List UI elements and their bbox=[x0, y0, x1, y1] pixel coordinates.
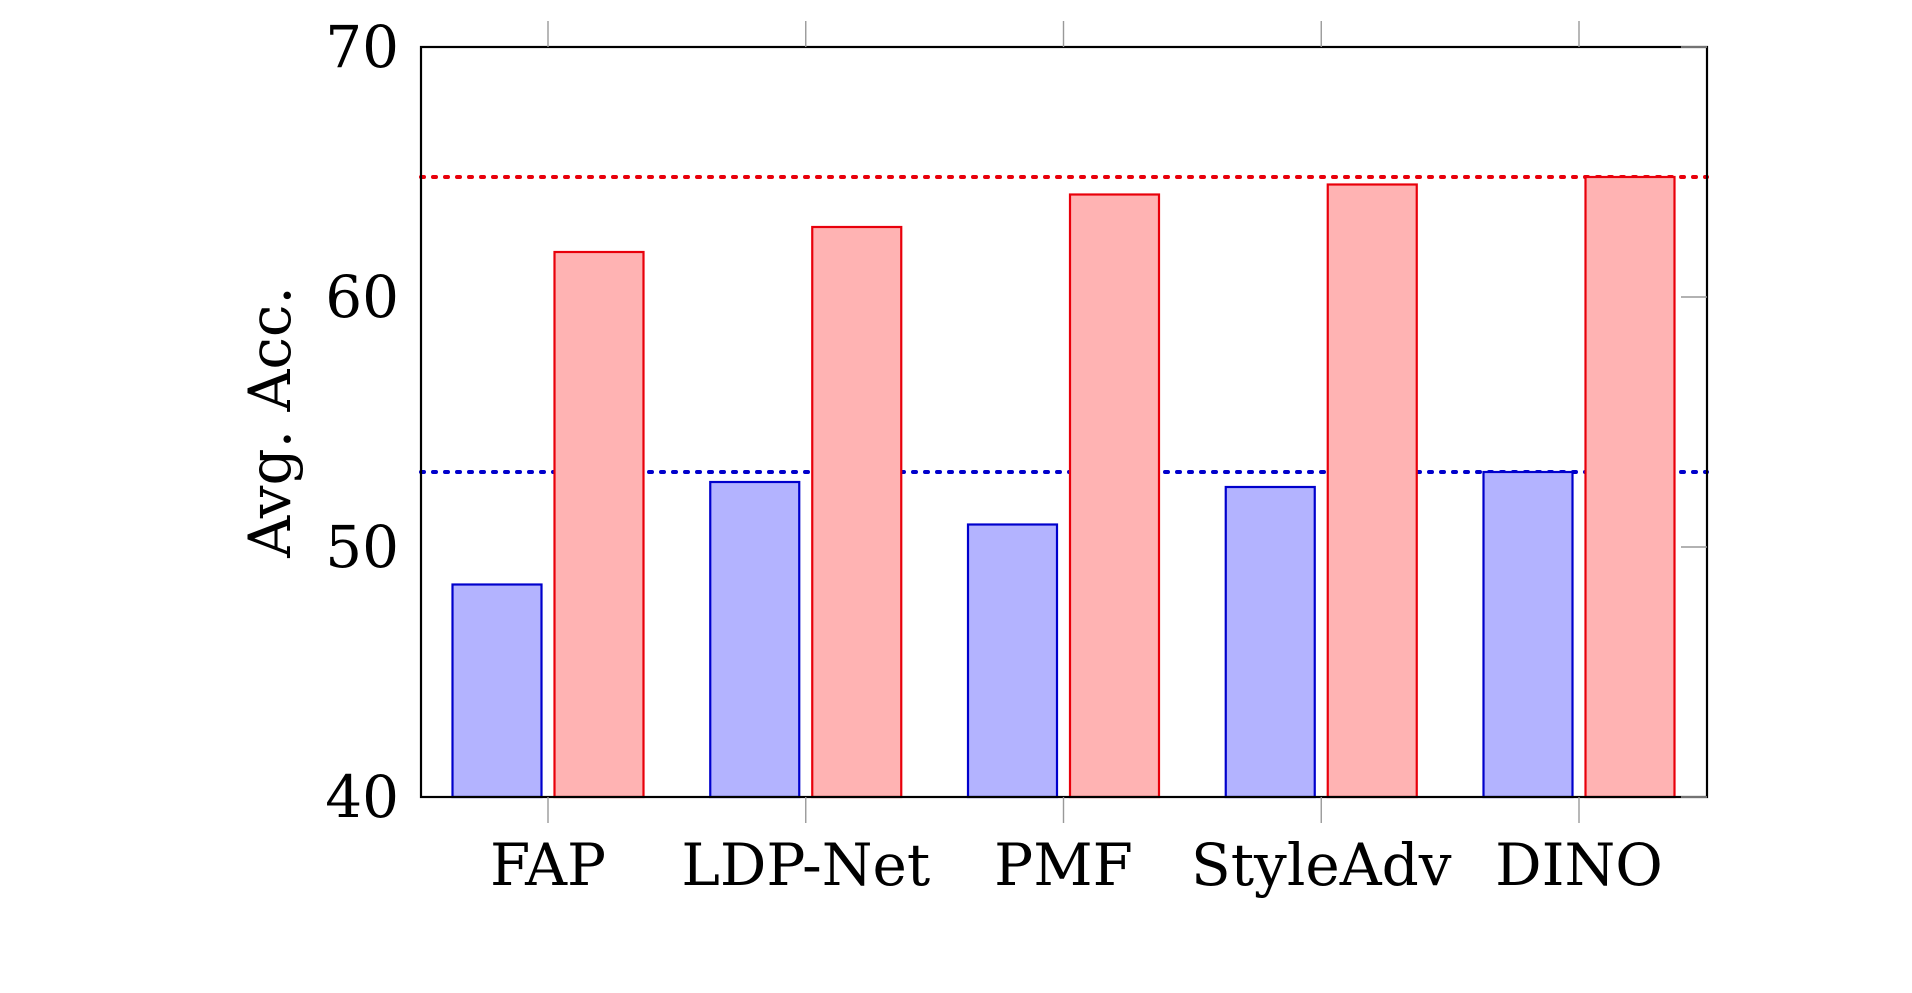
bar-s2-ldp-net bbox=[811, 225, 903, 799]
bars bbox=[451, 175, 1676, 799]
bar-s1-dino bbox=[1482, 470, 1574, 799]
y-tick-label: 70 bbox=[325, 13, 399, 81]
x-tick-label: FAP bbox=[490, 831, 606, 899]
y-tick-label: 50 bbox=[325, 513, 399, 581]
labels: FAP LDP-Net PMF StyleAdv DINO 40 50 60 70 bbox=[325, 13, 1663, 899]
x-tick-label: StyleAdv bbox=[1191, 831, 1452, 899]
ticks bbox=[547, 21, 1707, 823]
y-tick-label: 40 bbox=[325, 763, 399, 831]
x-tick-label: LDP-Net bbox=[681, 831, 930, 899]
bar-s1-styleadv bbox=[1224, 485, 1316, 799]
bar-s1-pmf bbox=[966, 523, 1059, 799]
bar-s2-fap bbox=[553, 250, 645, 799]
bar-s2-pmf bbox=[1068, 193, 1161, 799]
bar-s1-ldp-net bbox=[709, 480, 801, 799]
bar-s1-fap bbox=[451, 583, 543, 799]
y-axis-label: Avg. Acc. bbox=[236, 286, 304, 559]
x-tick-label: DINO bbox=[1495, 831, 1663, 899]
bar-s2-styleadv bbox=[1326, 183, 1418, 799]
x-tick-label: PMF bbox=[994, 831, 1133, 899]
bar-s2-dino bbox=[1584, 175, 1676, 799]
y-tick-label: 60 bbox=[325, 263, 399, 331]
